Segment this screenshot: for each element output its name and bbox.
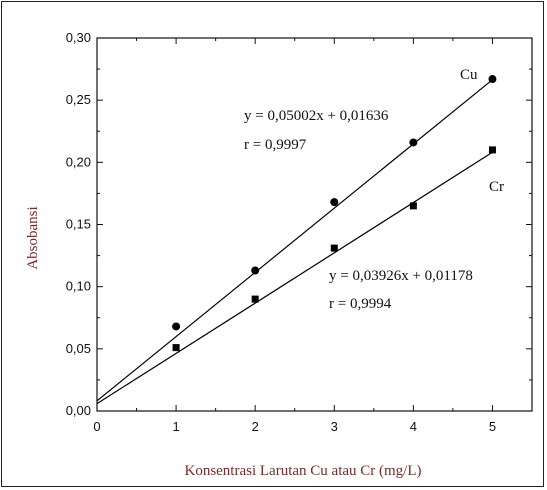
point-cr [488,146,496,154]
x-axis-title: Konsentrasi Larutan Cu atau Cr (mg/L) [184,463,421,479]
point-cr [409,202,417,210]
y-tick-label: 0,05 [66,341,91,356]
y-tick-label: 0,20 [66,154,91,169]
tick-labels: 0 1 2 3 4 5 0,00 0,05 0,10 0,15 0,20 0,25 0,30 [66,30,496,434]
series-label-cu: Cu [460,67,478,83]
fit-line-cr [96,151,493,405]
point-cu [172,322,181,331]
y-tick-label: 0,25 [66,92,91,107]
series-label-cr: Cr [489,179,504,195]
y-axis-title: Absobansi [25,206,41,269]
x-tick-label: 1 [172,419,179,434]
x-tick-label: 0 [93,419,100,434]
y-tick-label: 0,15 [66,217,91,232]
r-value-cu: r = 0,9997 [244,137,307,153]
axis-ticks [96,37,532,412]
x-tick-label: 5 [489,419,496,434]
data-points [172,75,497,352]
point-cr [330,244,338,252]
fit-line-cu [96,79,493,402]
point-cr [172,344,180,352]
r-value-cr: r = 0,9994 [329,296,392,312]
point-cr [251,295,259,303]
point-cu [330,198,339,207]
y-tick-label: 0,00 [66,403,91,418]
y-tick-label: 0,30 [66,30,91,45]
fit-lines [96,79,493,405]
x-tick-label: 3 [331,419,338,434]
point-cu [251,266,260,275]
equation-cu: y = 0,05002x + 0,01636 [244,108,389,124]
equation-cr: y = 0,03926x + 0,01178 [329,268,473,284]
point-cu [409,138,418,147]
x-tick-label: 2 [252,419,259,434]
x-tick-label: 4 [410,419,417,434]
point-cu [488,75,497,84]
y-tick-label: 0,10 [66,279,91,294]
